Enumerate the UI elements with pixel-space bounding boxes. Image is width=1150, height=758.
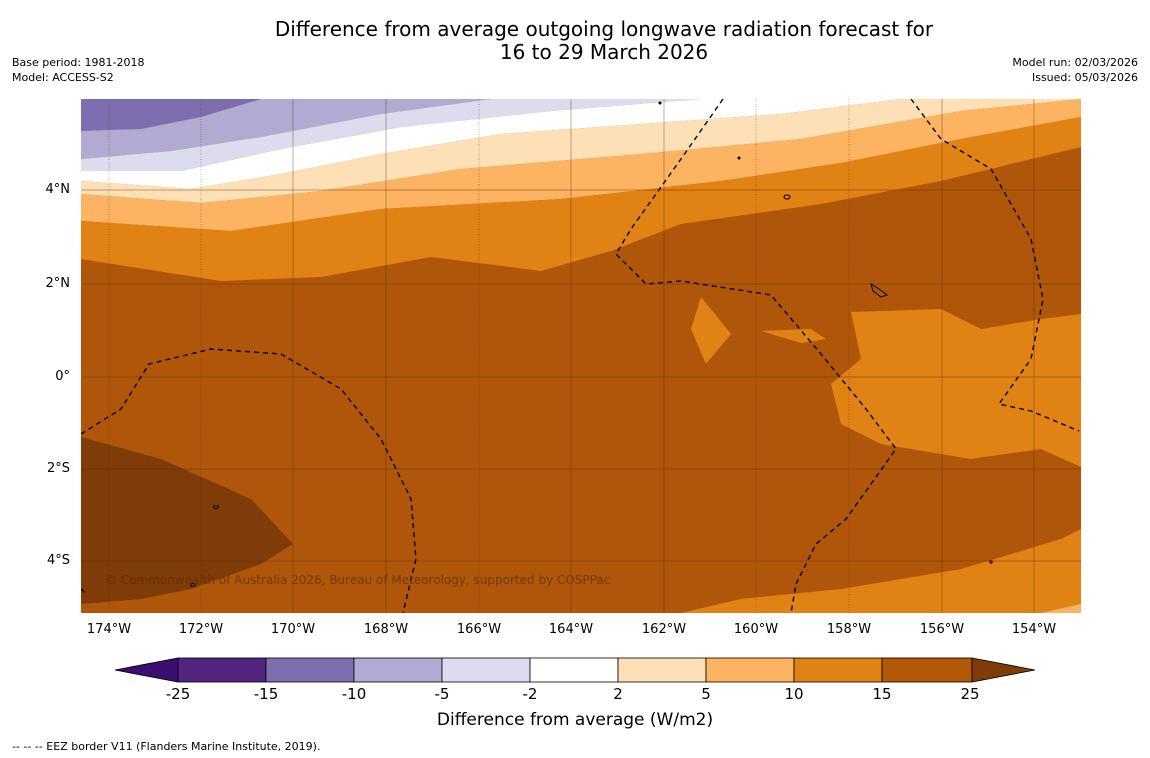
- eez-borders: [81, 99, 1080, 613]
- colorbar-title: Difference from average (W/m2): [436, 710, 714, 730]
- olr-anomaly-map: [81, 99, 1081, 613]
- colorbar-arrow-left: [114, 657, 179, 683]
- band-minus2: [81, 99, 901, 189]
- island-4: [190, 583, 196, 587]
- lon-label-160w: 160°W: [733, 622, 779, 637]
- band-10to15-south: [681, 529, 1081, 613]
- colorbar-tick-9: 15: [872, 685, 892, 703]
- band-5to10-south: [1041, 604, 1081, 613]
- band-above25: [81, 437, 293, 604]
- eez-border-sw: [81, 588, 88, 596]
- map-area[interactable]: [81, 99, 1081, 613]
- islands: [190, 101, 993, 587]
- issued-date: Issued: 05/03/2026: [1031, 71, 1138, 84]
- band-10to15-east: [831, 309, 1081, 467]
- lon-label-164w: 164°W: [548, 622, 594, 637]
- colorbar-bin-6: [617, 657, 707, 683]
- meta-right: Model run: 02/03/2026 Issued: 05/03/2026: [1012, 55, 1138, 85]
- title-line-2: 16 to 29 March 2026: [499, 40, 709, 64]
- colorbar-bin-9: [881, 657, 973, 683]
- colorbar: [114, 657, 1036, 683]
- lon-label-158w: 158°W: [826, 622, 872, 637]
- colorbar-tick-6: 2: [613, 685, 623, 703]
- island-7: [989, 560, 993, 564]
- colorbar-tick-5: -2: [522, 685, 538, 703]
- lat-label-0: 0°: [55, 369, 70, 384]
- island-6: [737, 156, 741, 160]
- title-line-1: Difference from average outgoing longwav…: [274, 17, 934, 41]
- colorbar-bin-7: [705, 657, 795, 683]
- colorbar-bin-4: [441, 657, 531, 683]
- base-period: Base period: 1981-2018: [12, 56, 145, 69]
- island-2: [870, 282, 889, 298]
- map-gridlines: [81, 99, 1081, 613]
- band-2to5: [81, 99, 1081, 203]
- map-title: Difference from average outgoing longwav…: [0, 18, 1150, 64]
- colorbar-arrow-right: [971, 657, 1036, 683]
- lon-label-170w: 170°W: [270, 622, 316, 637]
- band-minus10: [81, 99, 491, 159]
- lon-label-166w: 166°W: [456, 622, 502, 637]
- lat-label-2s: 2°S: [46, 461, 70, 476]
- colorbar-bin-5: [529, 657, 619, 683]
- island-3: [213, 505, 219, 509]
- eez-border-east: [910, 99, 1080, 432]
- colorbar-tick-1: -25: [165, 685, 191, 703]
- eez-border-central: [615, 99, 897, 613]
- lat-label-2n: 2°N: [45, 276, 71, 291]
- colorbar-bin-8: [793, 657, 883, 683]
- copyright-notice: © Commonwealth of Australia 2026, Bureau…: [105, 573, 611, 587]
- meta-left: Base period: 1981-2018 Model: ACCESS-S2: [12, 55, 144, 85]
- lon-label-168w: 168°W: [363, 622, 409, 637]
- model-run: Model run: 02/03/2026: [1012, 56, 1138, 69]
- lon-label-154w: 154°W: [1011, 622, 1057, 637]
- lon-label-156w: 156°W: [919, 622, 965, 637]
- lat-label-4s: 4°S: [46, 553, 70, 568]
- colorbar-bin-1: [177, 657, 267, 683]
- colorbar-tick-8: 10: [784, 685, 804, 703]
- lon-label-162w: 162°W: [641, 622, 687, 637]
- colorbar-bin-2: [265, 657, 355, 683]
- colorbar-bin-3: [353, 657, 443, 683]
- band-minus15: [81, 99, 261, 131]
- band-minus5: [81, 99, 701, 171]
- eez-footnote: -- -- -- EEZ border V11 (Flanders Marine…: [12, 740, 321, 753]
- island-1: [783, 194, 791, 200]
- colorbar-tick-10: 25: [960, 685, 980, 703]
- band-10to15-north: [81, 117, 1081, 281]
- island-5: [658, 101, 662, 105]
- band-10to15-patch1: [691, 297, 731, 364]
- colorbar-tick-4: -5: [434, 685, 450, 703]
- colorbar-tick-3: -10: [341, 685, 367, 703]
- model-name: Model: ACCESS-S2: [12, 71, 114, 84]
- colorbar-tick-2: -15: [253, 685, 279, 703]
- colorbar-tick-7: 5: [701, 685, 711, 703]
- eez-border-west: [81, 348, 417, 613]
- lon-label-172w: 172°W: [178, 622, 224, 637]
- lat-label-4n: 4°N: [45, 182, 71, 197]
- lon-label-174w: 174°W: [86, 622, 132, 637]
- band-5to10: [81, 99, 1081, 231]
- band-10to15-patch2: [761, 329, 826, 343]
